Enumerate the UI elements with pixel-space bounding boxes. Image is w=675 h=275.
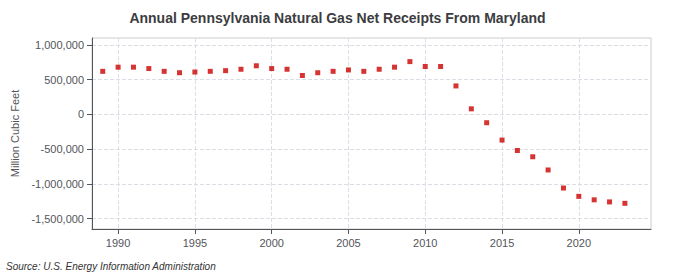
svg-text:Source: U.S. Energy Informatio: Source: U.S. Energy Information Administ… <box>6 261 216 272</box>
svg-text:0: 0 <box>78 108 84 120</box>
svg-text:-1,000,000: -1,000,000 <box>31 178 84 190</box>
svg-text:2010: 2010 <box>413 237 437 249</box>
svg-text:2005: 2005 <box>336 237 360 249</box>
svg-text:2015: 2015 <box>490 237 514 249</box>
svg-text:1995: 1995 <box>183 237 207 249</box>
svg-text:1,000,000: 1,000,000 <box>35 39 84 51</box>
svg-text:500,000: 500,000 <box>44 74 84 86</box>
svg-text:Annual Pennsylvania Natural Ga: Annual Pennsylvania Natural Gas Net Rece… <box>129 10 545 26</box>
svg-text:2020: 2020 <box>567 237 591 249</box>
svg-text:2000: 2000 <box>259 237 283 249</box>
svg-text:1990: 1990 <box>106 237 130 249</box>
svg-text:-500,000: -500,000 <box>41 143 84 155</box>
svg-text:-1,500,000: -1,500,000 <box>31 213 84 225</box>
svg-text:Million Cubic Feet: Million Cubic Feet <box>9 90 21 177</box>
